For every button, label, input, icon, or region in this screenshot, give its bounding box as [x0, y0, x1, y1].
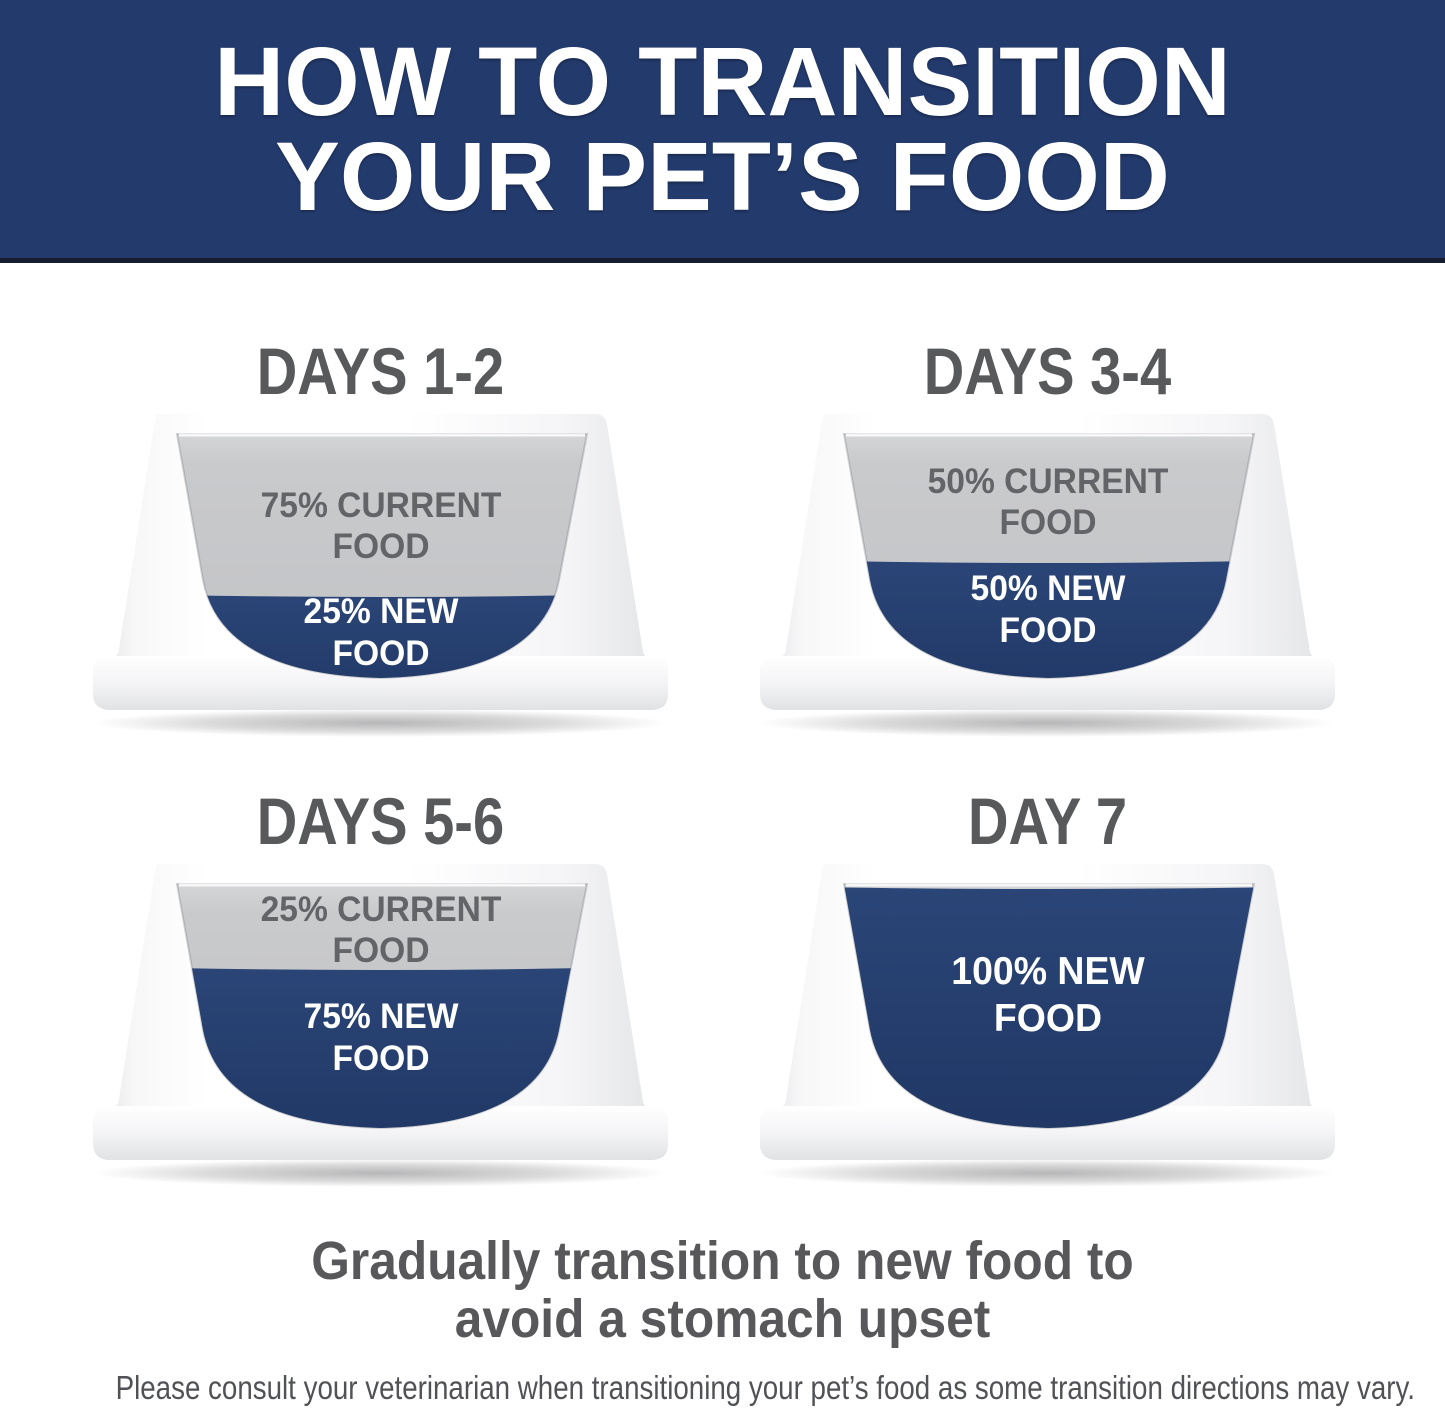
- footer-headline: Gradually transition to new food to avoi…: [311, 1231, 1134, 1349]
- bowl-days-5-6: 25% CURRENT FOOD 75% NEW FOOD: [93, 862, 668, 1192]
- bowl-graphic: [760, 864, 1335, 1187]
- page-title: HOW TO TRANSITION YOUR PET’S FOOD: [214, 27, 1231, 231]
- panel-day-7: DAY 7 100% NEW FOOD: [760, 786, 1335, 1276]
- panel-days-5-6: DAYS 5-6 25% CURRENT FOOD 75% NEW FOOD: [93, 786, 668, 1276]
- bowl-graphic: [93, 414, 668, 737]
- panel-title: DAYS 3-4: [923, 334, 1172, 408]
- footer-disclaimer: Please consult your veterinarian when tr…: [115, 1369, 1416, 1406]
- title-line-1: HOW TO TRANSITION: [214, 27, 1231, 136]
- panel-title: DAYS 5-6: [256, 784, 505, 858]
- new-food-fill: [844, 559, 1254, 678]
- panel-days-3-4: DAYS 3-4 50% CURRENT FOOD 50% NEW FOOD: [760, 336, 1335, 826]
- panel-days-1-2: DAYS 1-2 75% CURRENT FOOD 25% NEW FOOD: [93, 336, 668, 826]
- bowl-graphic: [760, 414, 1335, 737]
- header-banner: HOW TO TRANSITION YOUR PET’S FOOD: [0, 0, 1445, 263]
- new-food-fill: [177, 593, 587, 678]
- panel-title: DAY 7: [967, 784, 1128, 858]
- title-line-2: YOUR PET’S FOOD: [275, 122, 1170, 231]
- new-food-fill: [177, 966, 587, 1128]
- bowl-graphic: [93, 864, 668, 1187]
- bowl-day-7: 100% NEW FOOD: [760, 862, 1335, 1192]
- bowl-days-1-2: 75% CURRENT FOOD 25% NEW FOOD: [93, 412, 668, 742]
- bowl-days-3-4: 50% CURRENT FOOD 50% NEW FOOD: [760, 412, 1335, 742]
- panel-title: DAYS 1-2: [256, 334, 505, 408]
